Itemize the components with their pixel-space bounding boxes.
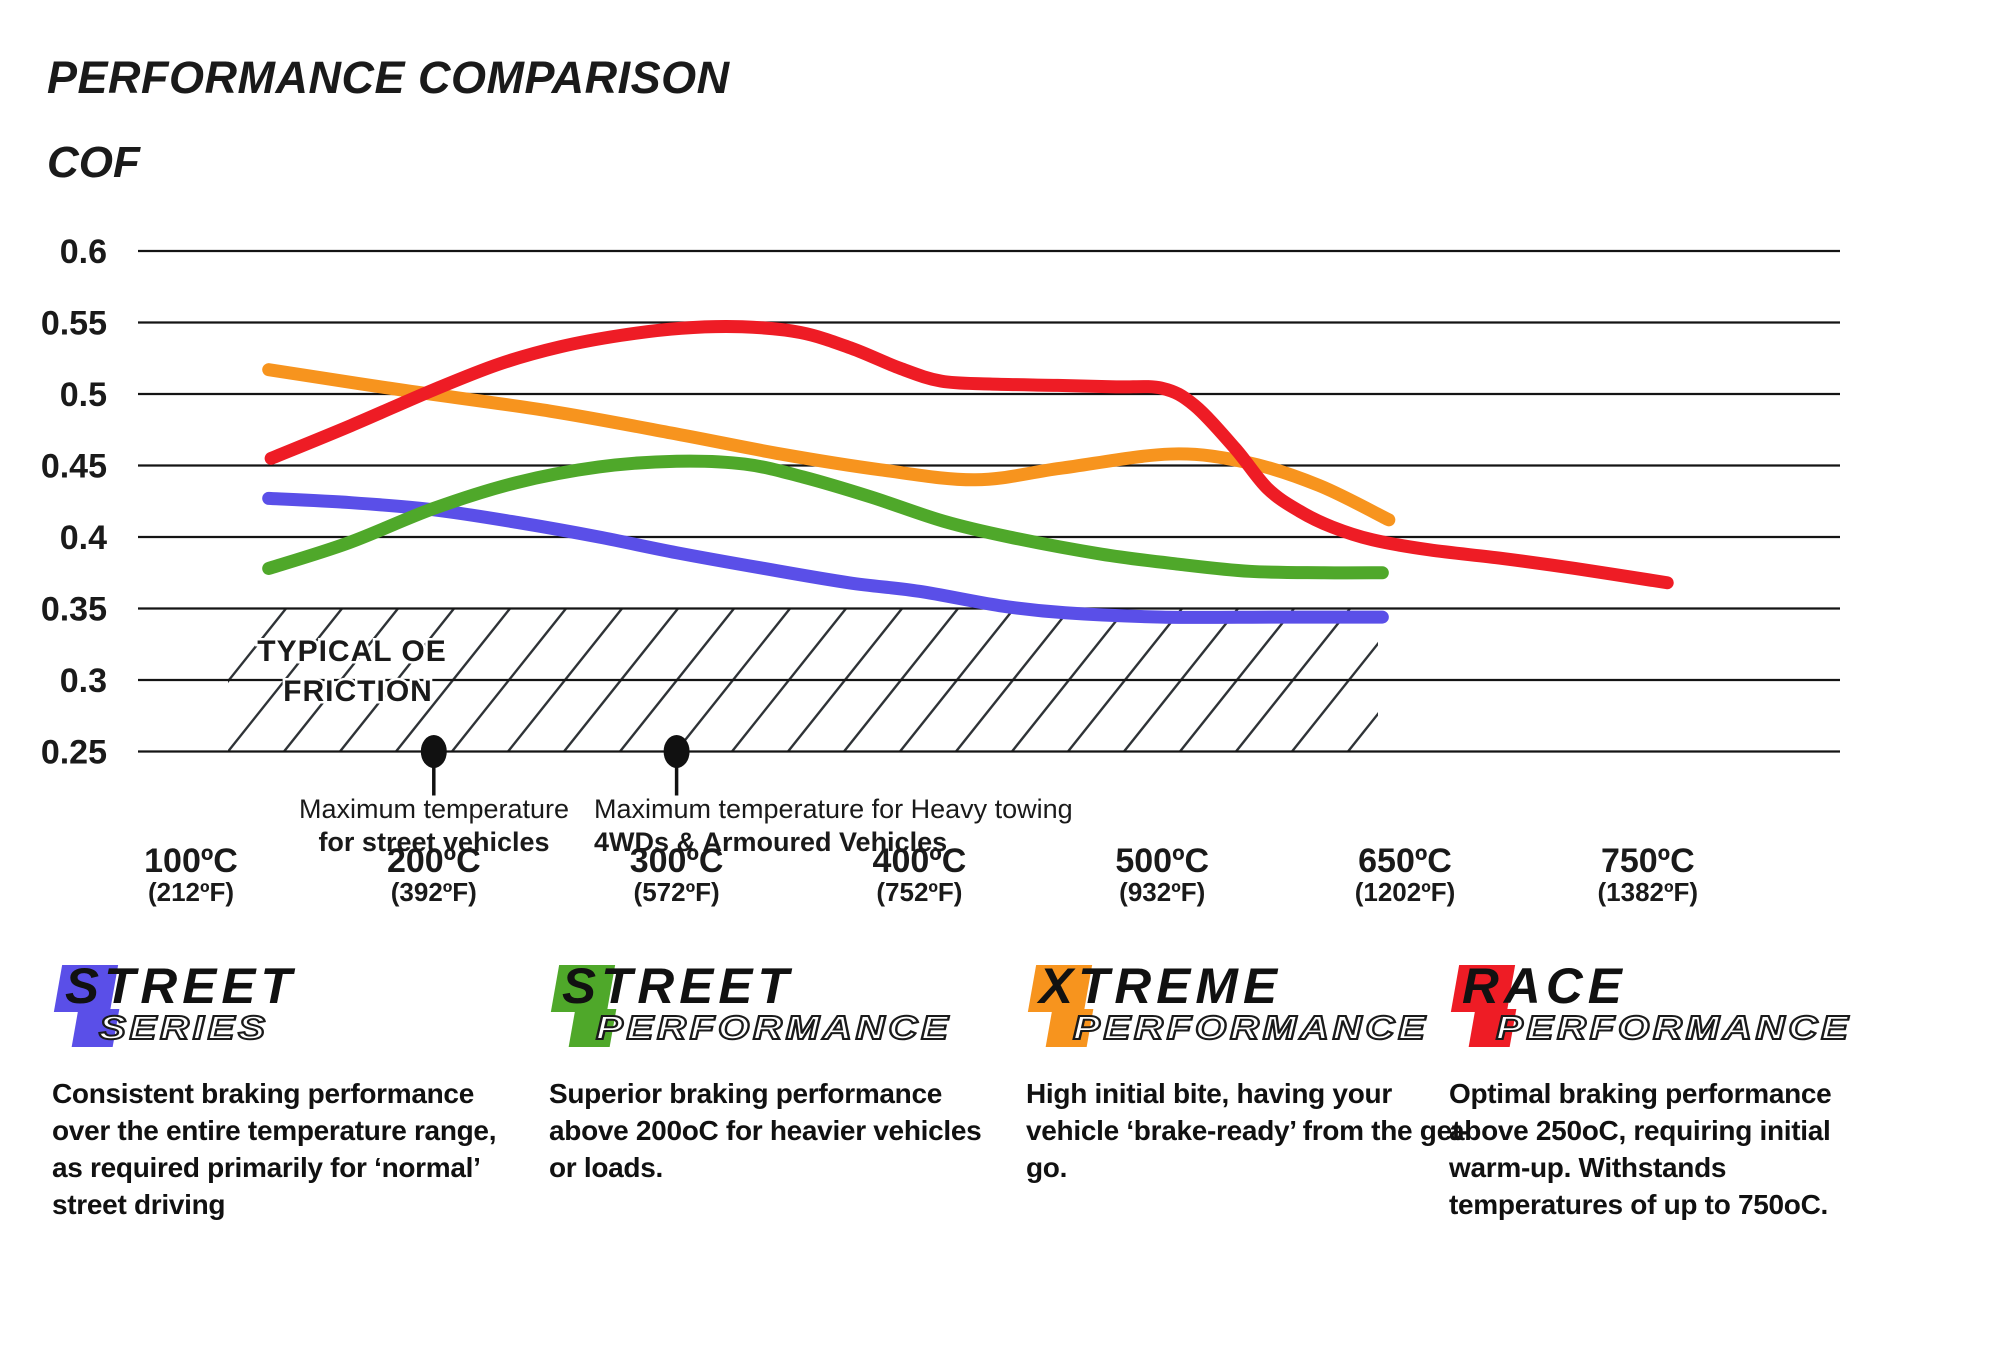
race-performance-logo: RACE PERFORMANCE [1449, 958, 1909, 1059]
oe-zone-label-line2: FRICTION [283, 675, 433, 708]
legend-word2: SERIES [98, 1008, 269, 1047]
legend-street-performance: STREET PERFORMANCE Superior braking perf… [549, 958, 1009, 1186]
annotation-towing-line2: 4WDs & Armoured Vehicles [594, 827, 947, 857]
page-title: PERFORMANCE COMPARISON [47, 52, 730, 103]
x-tick-label-celsius: 650ºC [1358, 842, 1452, 880]
y-tick-label: 0.55 [41, 305, 107, 343]
legend-word1: XTREME [1039, 958, 1283, 1014]
street-series-logo: STREET SERIES [52, 958, 512, 1059]
hatch-line [1347, 711, 1378, 752]
legend-description: Optimal braking performance above 250oC,… [1449, 1078, 1832, 1220]
annotation-towing-line1: Maximum temperature for Heavy towing [594, 794, 1073, 824]
legend-description: High initial bite, having your vehicle ‘… [1026, 1078, 1470, 1183]
x-tick-label-fahrenheit: (212ºF) [148, 877, 234, 907]
annotation-dot [420, 735, 447, 768]
annotation-dot [663, 735, 690, 768]
legend-word1: STREET [562, 958, 794, 1014]
x-axis-labels: 100ºC(212ºF) 200ºC(392ºF) 300ºC(572ºF) 400º… [144, 842, 1698, 907]
x-tick-label-celsius: 200ºC [387, 842, 481, 880]
series-line-race-performance [264, 320, 1674, 590]
xtreme-performance-logo: XTREME PERFORMANCE [1026, 958, 1486, 1059]
x-tick-label-fahrenheit: (572ºF) [634, 877, 720, 907]
legend-word2: PERFORMANCE [595, 1008, 952, 1047]
x-tick-label-fahrenheit: (392ºF) [391, 877, 477, 907]
y-tick-label: 0.45 [41, 448, 107, 486]
y-tick-label: 0.6 [60, 233, 107, 271]
legend-word2: PERFORMANCE [1072, 1008, 1429, 1047]
legend-race-performance: RACE PERFORMANCE Optimal braking perform… [1449, 958, 1909, 1223]
x-tick-label-celsius: 750ºC [1601, 842, 1695, 880]
x-tick-label-fahrenheit: (1202ºF) [1355, 877, 1456, 907]
series-line-street-series [262, 491, 1389, 624]
series-line-street-performance [262, 454, 1389, 580]
legend-word1: STREET [65, 958, 297, 1014]
performance-chart: 0.60.550.50.450.40.350.30.25 TYPICAL OE … [41, 233, 1840, 907]
x-tick-label-fahrenheit: (932ºF) [1119, 877, 1205, 907]
legend-description: Consistent braking performance over the … [52, 1078, 497, 1220]
legend-xtreme-performance: XTREME PERFORMANCE High initial bite, ha… [1026, 958, 1486, 1186]
street-performance-logo: STREET PERFORMANCE [549, 958, 1009, 1059]
y-tick-label: 0.25 [41, 734, 107, 772]
y-tick-label: 0.5 [60, 376, 107, 414]
annotation-street-line1: Maximum temperature [299, 794, 569, 824]
gridlines: 0.6 0.55 0.5 0.45 0.4 0.35 0.3 0.25 [41, 233, 1840, 772]
series-lines [262, 320, 1674, 624]
x-tick-label-celsius: 100ºC [144, 842, 238, 880]
legend-word1: RACE [1462, 958, 1627, 1014]
y-tick-label: 0.3 [60, 662, 107, 700]
x-tick-label-celsius: 500ºC [1115, 842, 1209, 880]
x-tick-label-celsius: 400ºC [873, 842, 967, 880]
x-tick-label-fahrenheit: (752ºF) [876, 877, 962, 907]
y-tick-label: 0.4 [60, 519, 107, 557]
y-axis-title: COF [47, 138, 140, 187]
x-tick-label-fahrenheit: (1382ºF) [1598, 877, 1699, 907]
annotation-markers [420, 735, 690, 796]
y-tick-label: 0.35 [41, 591, 107, 629]
x-tick-label-celsius: 300ºC [630, 842, 724, 880]
legend-street-series: STREET SERIES Consistent braking perform… [52, 958, 512, 1223]
legend-word2: PERFORMANCE [1495, 1008, 1852, 1047]
annotation-street-line2: for street vehicles [318, 827, 549, 857]
legend-description: Superior braking performance above 200oC… [549, 1078, 982, 1183]
oe-zone-label-line1: TYPICAL OE [257, 635, 446, 668]
